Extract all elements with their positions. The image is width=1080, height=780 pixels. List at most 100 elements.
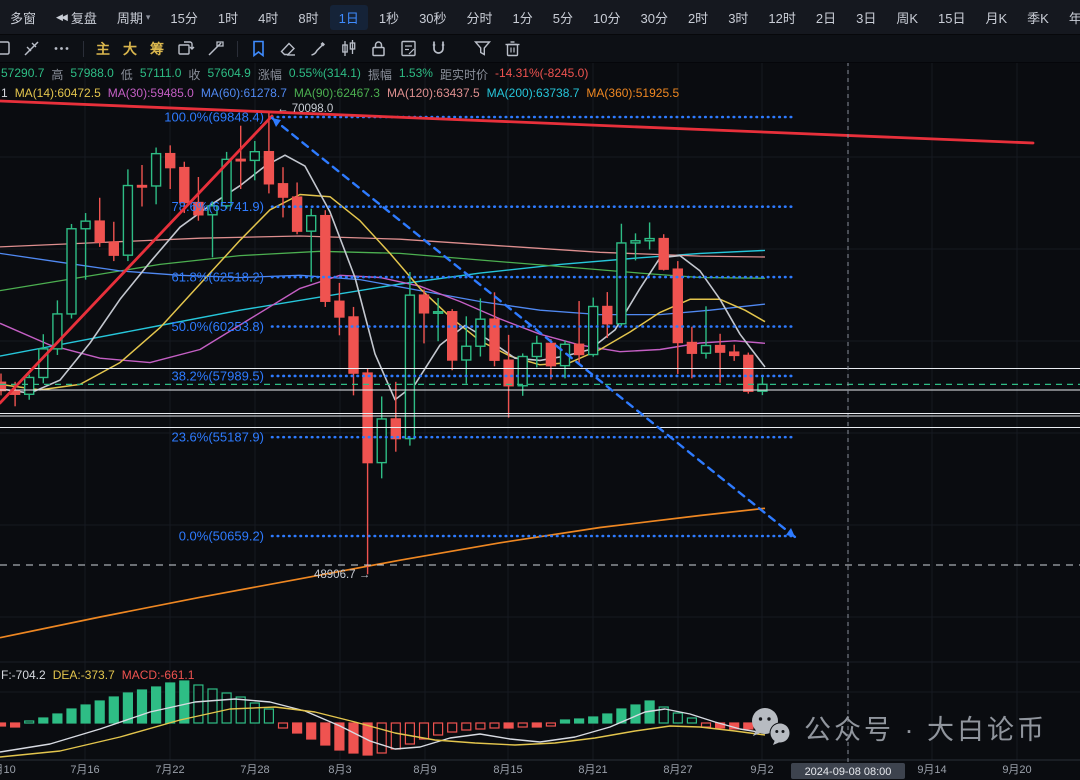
chart-canvas[interactable] xyxy=(0,62,1080,760)
macd-info-row: F:-704.2 DEA:-373.7 MACD:-661.1 xyxy=(1,668,201,682)
timeframe-2日[interactable]: 2日 xyxy=(807,5,845,30)
info-segment: 低 xyxy=(120,68,133,82)
info-segment: 57290.7 xyxy=(1,66,45,80)
timeframe-年K[interactable]: 年K xyxy=(1060,5,1080,30)
timeframe-label: 1分 xyxy=(512,10,533,26)
eraser-tool-icon[interactable] xyxy=(278,38,299,59)
timeframe-5分[interactable]: 5分 xyxy=(544,5,582,30)
layout-rotate-icon[interactable] xyxy=(175,38,196,59)
drawing-toolbar: 主大筹 xyxy=(0,35,1080,63)
timeframe-15日[interactable]: 15日 xyxy=(929,5,974,30)
info-segment: MA(60):61278.7 xyxy=(200,86,287,100)
x-axis-label: 9月20 xyxy=(1002,764,1031,776)
watermark-text: 公众号 · 大白论币 xyxy=(804,714,1047,745)
timeframe-月K[interactable]: 月K xyxy=(977,5,1017,30)
bookmark-tool-icon[interactable] xyxy=(248,38,269,59)
lock-tool-icon[interactable] xyxy=(368,38,389,59)
timeframe-1日[interactable]: 1日 xyxy=(329,4,368,30)
timeframe-1秒[interactable]: 1秒 xyxy=(370,5,408,30)
pen-tool-icon[interactable] xyxy=(308,38,329,59)
note-tool-icon[interactable] xyxy=(398,38,419,59)
info-segment: MA(14):60472.5 xyxy=(14,86,101,100)
info-segment: 振幅 xyxy=(367,68,392,82)
timeframe-label: 30分 xyxy=(640,10,668,26)
timeframe-30秒[interactable]: 30秒 xyxy=(410,5,455,30)
timeframe-30分[interactable]: 30分 xyxy=(631,5,676,30)
timeframe-label: 1日 xyxy=(338,10,359,26)
ma-info-row: 1 MA(14):60472.5 MA(30):59485.0 MA(60):6127… xyxy=(1,86,686,100)
x-axis-label: 7月22 xyxy=(155,764,184,776)
filter-tool-icon[interactable] xyxy=(472,38,493,59)
timeframe-label: 10分 xyxy=(593,10,621,26)
timeframe-label: 周K xyxy=(896,10,919,26)
info-segment: MA(90):62467.3 xyxy=(293,86,380,100)
timeframe-label: 3日 xyxy=(856,10,877,26)
large-view-toggle[interactable]: 大 xyxy=(123,40,137,57)
pattern-tool-icon[interactable] xyxy=(338,38,359,59)
timeframe-label: 5分 xyxy=(552,10,574,26)
info-segment: 57988.0 xyxy=(70,66,114,80)
annotate-line-icon[interactable] xyxy=(205,38,226,59)
timeframe-label: 15分 xyxy=(170,10,198,26)
info-segment: 1.53% xyxy=(398,66,433,80)
x-axis-label: 8月15 xyxy=(493,764,522,776)
timeframe-12时[interactable]: 12时 xyxy=(759,5,804,30)
timeframe-3日[interactable]: 3日 xyxy=(847,5,885,30)
timeframe-周期[interactable]: 周期 ▾ xyxy=(108,5,160,30)
trendline-tool-icon[interactable] xyxy=(21,38,42,59)
delete-tool-icon[interactable] xyxy=(502,38,523,59)
timeframe-label: 1时 xyxy=(217,10,239,26)
timeframe-1时[interactable]: 1时 xyxy=(209,5,247,30)
crosshair-date-label: 2024-09-08 08:00 xyxy=(805,766,892,778)
info-segment: 涨幅 xyxy=(257,68,282,82)
crosshair-date-box xyxy=(791,763,905,779)
timeframe-复盘[interactable]: ◀◀ 复盘 xyxy=(47,5,106,30)
timeframe-多窗[interactable]: 多窗 xyxy=(1,5,45,30)
window-layout-icon[interactable] xyxy=(0,38,12,59)
chevron-down-icon: ▾ xyxy=(145,11,151,22)
timeframe-toolbar: 多窗 ◀◀ 复盘 周期 ▾ 15分 1时 4时 8时 1日 1秒 30秒 分时 1分 5分 10分 30分 2时 3… xyxy=(0,0,1080,35)
info-segment: MA(360):51925.5 xyxy=(586,86,680,100)
timeframe-10分[interactable]: 10分 xyxy=(584,5,629,30)
magnet-tool-icon[interactable] xyxy=(428,38,449,59)
timeframe-label: 复盘 xyxy=(70,10,97,26)
more-tools-icon[interactable] xyxy=(51,38,72,59)
main-chart-toggle[interactable]: 主 xyxy=(96,40,110,57)
ohlc-info-row: 57290.7 高 57988.0 低 57111.0 收 57604.9 涨幅 0.55%(3… xyxy=(1,66,595,83)
x-axis-label: 9月14 xyxy=(917,764,946,776)
timeframe-label: 2时 xyxy=(687,10,709,26)
info-segment: MA(200):63738.7 xyxy=(486,86,580,100)
timeframe-周K[interactable]: 周K xyxy=(887,5,927,30)
timeframe-label: 年K xyxy=(1068,10,1080,26)
info-segment: MA(120):63437.5 xyxy=(386,86,480,100)
info-segment: 57604.9 xyxy=(207,66,251,80)
timeframe-8时[interactable]: 8时 xyxy=(289,5,327,30)
chips-toggle[interactable]: 筹 xyxy=(150,40,164,57)
info-segment: 收 xyxy=(188,68,201,82)
timeframe-label: 12时 xyxy=(768,10,796,26)
rewind-icon: ◀◀ xyxy=(56,11,68,22)
timeframe-1分[interactable]: 1分 xyxy=(504,5,542,30)
timeframe-label: 多窗 xyxy=(10,10,37,26)
timeframe-15分[interactable]: 15分 xyxy=(161,5,206,30)
info-segment: DEA:-373.7 xyxy=(52,668,115,682)
timeframe-分时[interactable]: 分时 xyxy=(458,5,502,30)
timeframe-label: 1秒 xyxy=(378,10,400,26)
x-axis-label: 7月10 xyxy=(0,764,16,776)
timeframe-季K[interactable]: 季K xyxy=(1018,5,1058,30)
x-axis-label: 8月27 xyxy=(663,764,692,776)
timeframe-label: 周期 xyxy=(116,10,143,26)
info-segment: 1 xyxy=(1,86,8,100)
info-segment: 57111.0 xyxy=(139,66,182,80)
watermark: 公众号 · 大白论币 xyxy=(748,706,1047,748)
x-axis-label: 9月2 xyxy=(750,764,773,776)
info-segment: 0.55%(314.1) xyxy=(288,66,361,80)
info-segment: F:-704.2 xyxy=(1,668,46,682)
timeframe-3时[interactable]: 3时 xyxy=(719,5,757,30)
timeframe-label: 季K xyxy=(1027,10,1049,26)
info-segment: 高 xyxy=(51,68,64,82)
timeframe-label: 分时 xyxy=(466,10,493,26)
x-axis-label: 7月28 xyxy=(240,764,269,776)
timeframe-4时[interactable]: 4时 xyxy=(249,5,287,30)
timeframe-2时[interactable]: 2时 xyxy=(679,5,717,30)
